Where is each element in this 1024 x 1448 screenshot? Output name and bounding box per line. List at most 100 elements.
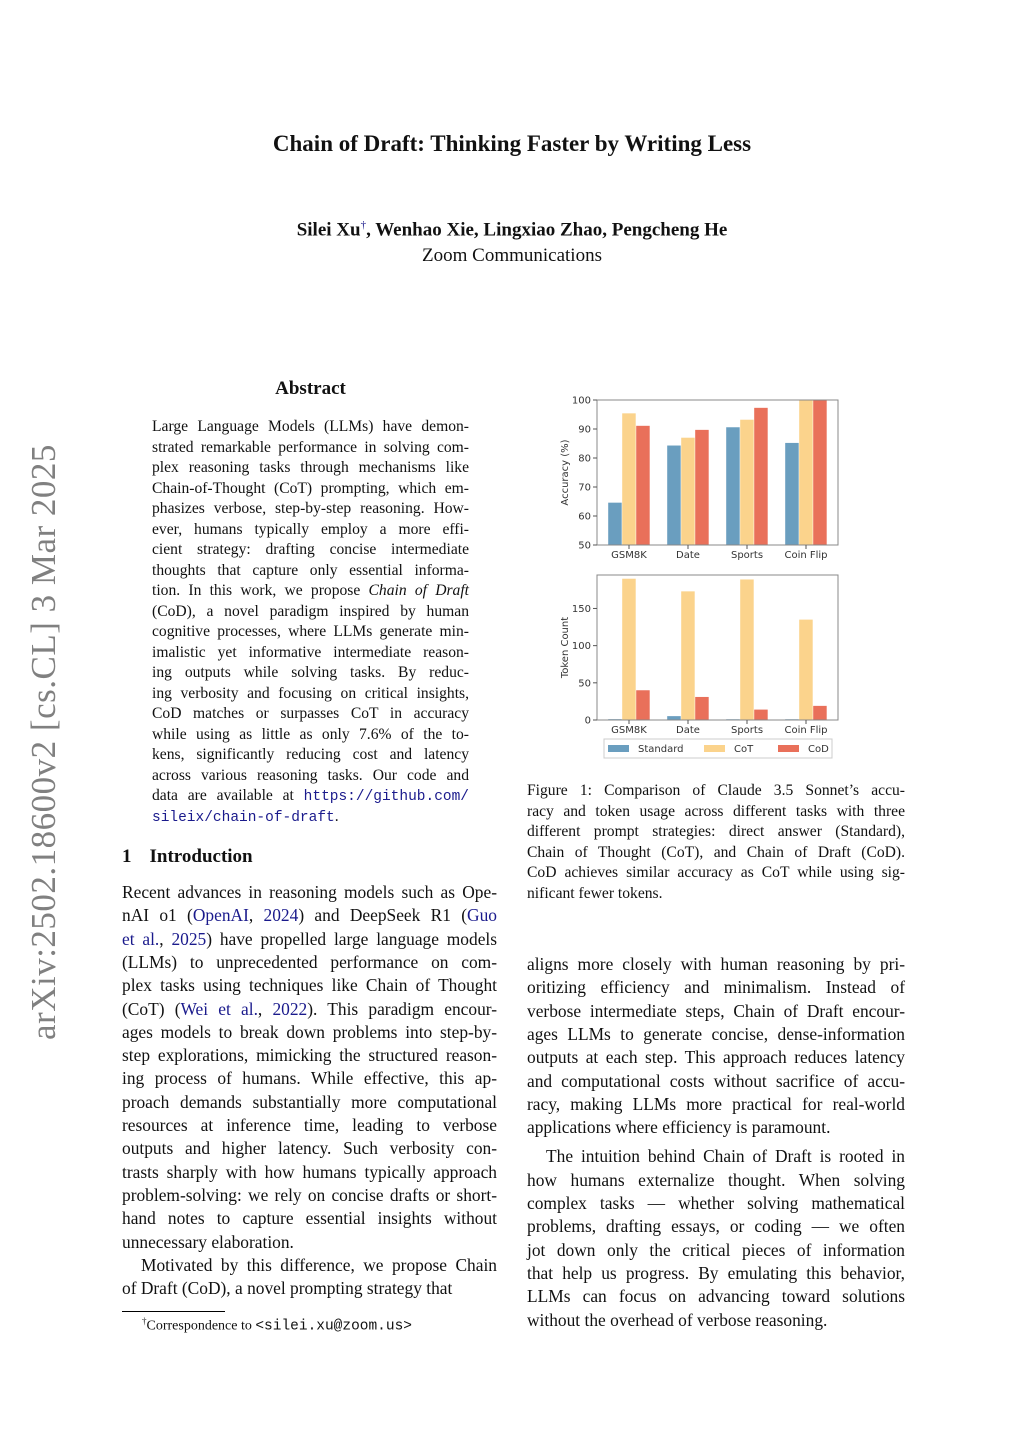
text-line: without the overhead of verbose reasonin…: [527, 1309, 828, 1330]
bar-cot: [799, 400, 813, 545]
text-span: ) and DeepSeek R1 (: [298, 905, 468, 926]
text-line: ing process of humans. While effective, …: [122, 1068, 497, 1089]
x-tick-label: Date: [676, 550, 700, 561]
text-line: unnecessary elaboration.: [122, 1231, 294, 1252]
bar-cot: [681, 591, 695, 720]
text-line: nAI o1 (OpenAI, 2024) and DeepSeek R1 (G…: [122, 905, 497, 926]
y-tick-label: 50: [578, 678, 591, 689]
section-heading-introduction: 1 Introduction: [122, 846, 271, 868]
link[interactable]: et al.: [122, 928, 160, 949]
text-span: tion. In this work, we propose: [152, 582, 369, 599]
link[interactable]: 2022: [272, 998, 308, 1019]
text-line: (LLMs) to unprecedented performance on c…: [122, 951, 497, 972]
y-tick-label: 60: [578, 512, 591, 523]
text-line: data are available at https://github.com…: [152, 787, 469, 805]
bar-cod: [636, 690, 650, 720]
bar-cod: [754, 407, 768, 545]
y-tick-label: 100: [572, 396, 591, 407]
footnote-email[interactable]: <silei.xu@zoom.us>: [255, 1318, 412, 1335]
text-span: ,: [248, 905, 264, 926]
bar-standard: [667, 716, 681, 720]
paper-title: Chain of Draft: Thinking Faster by Writi…: [272, 131, 752, 156]
author-rest: , Wenhao Xie, Lingxiao Zhao, Pengcheng H…: [366, 219, 728, 241]
text-line: Large Language Models (LLMs) have demon-: [152, 418, 469, 435]
y-axis-label: Token Count: [560, 617, 571, 679]
bar-cot: [622, 578, 636, 720]
link[interactable]: https://github.com/: [303, 789, 469, 805]
text-line: plex reasoning tasks through mechanisms …: [152, 459, 469, 476]
bar-standard: [608, 502, 622, 545]
text-line: ages models to break down problems into …: [122, 1021, 497, 1042]
axes-frame: [596, 399, 839, 546]
text-span: (CoT) (: [122, 998, 181, 1019]
legend-swatch-cot: [704, 745, 725, 752]
section-title: Introduction: [149, 846, 253, 867]
x-tick-label: Date: [676, 725, 700, 736]
link[interactable]: 2024: [263, 905, 299, 926]
text-span: ,: [257, 998, 273, 1019]
footnote-mark: †: [142, 1316, 147, 1326]
bar-cod: [754, 709, 768, 720]
bar-cot: [799, 619, 813, 720]
link[interactable]: Guo: [467, 905, 497, 926]
authors: Silei Xu†, Wenhao Xie, Lingxiao Zhao, Pe…: [0, 219, 1024, 241]
text-line: Figure 1: Comparison of Claude 3.5 Sonne…: [527, 782, 905, 799]
text-line: problems, drafting essays, or coding — w…: [527, 1216, 905, 1237]
text-line: Chain-of-Thought (CoT) prompting, which …: [152, 479, 469, 497]
link[interactable]: OpenAI: [192, 905, 249, 926]
text-span: ) have propelled large language models: [206, 928, 498, 949]
text-span: ,: [159, 928, 172, 949]
text-line: Recent advances in reasoning models such…: [122, 882, 497, 902]
text-line: (CoD), a novel paradigm inspired by huma…: [152, 602, 469, 620]
bar-standard: [667, 445, 681, 545]
text-line: problem-solving: we rely on concise draf…: [122, 1184, 497, 1205]
bar-cot: [740, 419, 754, 545]
text-line: cognitive processes, where LLMs generate…: [152, 623, 469, 640]
text-line: applications where efficiency is paramou…: [527, 1117, 831, 1138]
text-line: aligns more closely with human reasoning…: [527, 954, 905, 974]
y-tick-label: 80: [578, 454, 591, 465]
text-line: tion. In this work, we propose Chain of …: [152, 582, 469, 600]
text-span: .: [334, 807, 339, 825]
author-first: Silei Xu: [296, 219, 361, 241]
text-line: outputs at each step. This approach redu…: [527, 1047, 905, 1068]
y-tick-label: 0: [585, 716, 591, 727]
y-tick-label: 90: [578, 425, 591, 436]
bar-standard: [785, 442, 799, 545]
text-line: trasts sharply with how humans typically…: [122, 1161, 497, 1182]
text-line: thoughts that capture only essential inf…: [152, 561, 469, 579]
bar-cot: [681, 437, 695, 545]
text-line: plex tasks using techniques like Chain o…: [122, 975, 497, 996]
text-line: hand notes to capture essential insights…: [122, 1208, 497, 1229]
bar-cot: [622, 413, 636, 545]
link[interactable]: sileix/chain-of-draft: [152, 809, 335, 826]
text-line: CoD achieves similar accuracy as CoT whi…: [527, 864, 905, 882]
legend-label: CoD: [808, 744, 829, 755]
text-line: proach demands substantially more comput…: [122, 1091, 497, 1112]
affiliation: Zoom Communications: [422, 245, 602, 266]
bar-cod: [695, 696, 709, 720]
text-line: Motivated by this difference, we propose…: [141, 1254, 497, 1275]
text-line: The intuition behind Chain of Draft is r…: [546, 1146, 905, 1167]
bar-cod: [695, 429, 709, 545]
y-tick-label: 100: [572, 641, 591, 652]
y-tick-label: 50: [578, 541, 591, 552]
text-line: that help us progress. By emulating this…: [527, 1262, 905, 1283]
figure-1-chart: 50 60 70 80 90 100 GSM8K Date Sports Coin Flip Acc…: [560, 396, 839, 759]
y-tick-label: 70: [578, 483, 591, 494]
bar-cod: [813, 400, 827, 545]
text-line: verbose intermediate steps, Chain of Dra…: [527, 1000, 905, 1021]
axes-frame: [596, 574, 839, 721]
link[interactable]: Wei et al.: [180, 998, 258, 1019]
abstract-heading: Abstract: [275, 378, 346, 399]
x-tick-label: Coin Flip: [784, 550, 827, 561]
x-tick-label: GSM8K: [611, 725, 647, 736]
text-line: ever, humans typically employ a more eff…: [152, 520, 469, 538]
text-line: cient strategy: drafting concise interme…: [152, 541, 469, 558]
footnote-mark[interactable]: †: [360, 219, 367, 231]
text-line: et al., 2025) have propelled large langu…: [122, 929, 497, 950]
link[interactable]: 2025: [171, 928, 207, 949]
text-line: imalistic yet informative intermediate r…: [152, 643, 469, 661]
footnote-text: Correspondence to: [146, 1318, 256, 1334]
